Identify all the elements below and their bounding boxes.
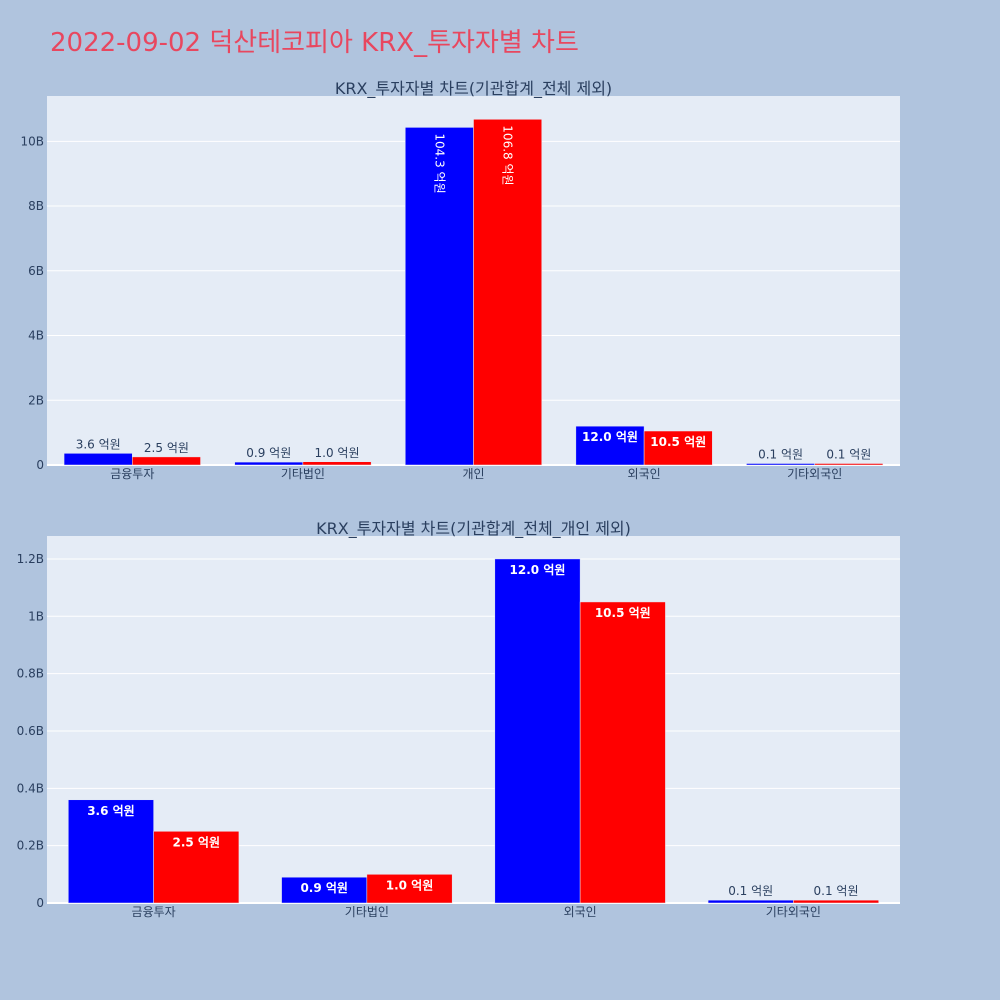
bar bbox=[281, 876, 368, 904]
bar bbox=[793, 899, 879, 904]
bar-data-label: 0.1 억원 bbox=[758, 448, 803, 462]
bar bbox=[132, 456, 201, 466]
bar-data-label: 0.1 억원 bbox=[814, 884, 859, 898]
bar-data-label: 1.0 억원 bbox=[386, 878, 434, 892]
bar-data-label: 12.0 억원 bbox=[510, 563, 566, 577]
bar-data-label: 10.5 억원 bbox=[650, 435, 706, 449]
bar bbox=[234, 461, 304, 466]
bar bbox=[153, 831, 240, 904]
bar-data-label: 2.5 억원 bbox=[173, 835, 221, 849]
bar-data-label: 2.5 억원 bbox=[144, 441, 189, 455]
chart-investor-excl-individual: 0 0.2B 0.4B 0.6B 0.8B 1B 1.2B KRX_투자자별 차트(기관합계_… bbox=[17, 519, 900, 919]
x-tick-label: 기타법인 bbox=[281, 467, 325, 481]
x-tick-label: 외국인 bbox=[628, 467, 661, 481]
x-tick-label: 기타법인 bbox=[345, 905, 389, 919]
bar bbox=[63, 453, 133, 466]
bar-data-label: 12.0 억원 bbox=[582, 430, 638, 444]
bar-data-label: 0.1 억원 bbox=[826, 448, 871, 462]
y-tick-label: 8B bbox=[28, 199, 44, 213]
bar bbox=[579, 601, 666, 904]
bar bbox=[494, 558, 581, 904]
chart-title: KRX_투자자별 차트(기관합계_전체 제외) bbox=[335, 79, 612, 99]
bar-data-label: 10.5 억원 bbox=[595, 606, 651, 620]
y-tick-label: 4B bbox=[28, 329, 44, 343]
bar-data-label: 3.6 억원 bbox=[87, 804, 135, 818]
bar-data-label: 0.9 억원 bbox=[300, 881, 348, 895]
bar bbox=[746, 463, 815, 466]
x-tick-label: 기타외국인 bbox=[787, 467, 842, 481]
y-tick-label: 0.8B bbox=[17, 667, 44, 681]
y-tick-label: 6B bbox=[28, 264, 44, 278]
bar bbox=[302, 461, 372, 466]
y-tick-label: 0.2B bbox=[17, 839, 44, 853]
y-tick-label: 10B bbox=[20, 134, 44, 148]
chart-title: KRX_투자자별 차트(기관합계_전체_개인 제외) bbox=[316, 519, 631, 539]
bar bbox=[707, 899, 794, 904]
bar bbox=[366, 874, 453, 904]
bar bbox=[643, 430, 713, 466]
bar bbox=[814, 463, 884, 466]
x-tick-label: 개인 bbox=[462, 467, 484, 481]
x-tick-label: 외국인 bbox=[564, 905, 597, 919]
bar-data-label: 3.6 억원 bbox=[76, 437, 121, 451]
y-tick-label: 0 bbox=[36, 896, 44, 910]
chart-investor-totals: 0 2B 4B 6B 8B 10B KRX_투자자별 차트(기관합계_전체 제외) 금융투자 3… bbox=[20, 79, 900, 481]
y-tick-label: 0 bbox=[36, 458, 44, 472]
page-title: 2022-09-02 덕산테코피아 KRX_투자자별 차트 bbox=[50, 28, 579, 58]
y-tick-label: 2B bbox=[28, 393, 44, 407]
x-tick-label: 기타외국인 bbox=[766, 905, 821, 919]
y-tick-label: 0.4B bbox=[17, 781, 44, 795]
bar bbox=[473, 119, 542, 466]
bar-data-label: 106.8 억원 bbox=[501, 125, 515, 185]
bar-data-label: 0.1 억원 bbox=[728, 884, 773, 898]
x-tick-label: 금융투자 bbox=[132, 905, 176, 919]
x-tick-label: 금융투자 bbox=[110, 467, 154, 481]
y-tick-label: 1B bbox=[28, 609, 44, 623]
bar-data-label: 1.0 억원 bbox=[315, 446, 360, 460]
bar-data-label: 104.3 억원 bbox=[432, 133, 446, 193]
bar bbox=[575, 425, 645, 466]
bar bbox=[68, 799, 154, 904]
y-tick-label: 0.6B bbox=[17, 724, 44, 738]
bar-data-label: 0.9 억원 bbox=[246, 446, 291, 460]
y-tick-label: 1.2B bbox=[17, 552, 44, 566]
